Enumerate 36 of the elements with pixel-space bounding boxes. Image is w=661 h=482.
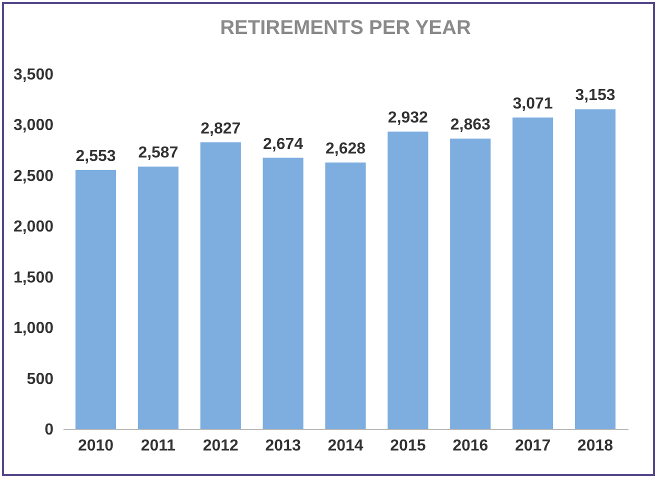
x-tick-label: 2011: [140, 438, 176, 454]
bar: [200, 142, 241, 429]
x-tick-label: 2017: [514, 438, 551, 454]
y-tick-label: 3,000: [13, 117, 54, 134]
y-tick-label: 0: [44, 422, 54, 438]
x-tick-label: 2018: [577, 438, 614, 454]
y-tick-label: 1,000: [13, 320, 54, 338]
data-label: 3,153: [575, 87, 616, 104]
data-label: 2,553: [76, 148, 116, 166]
data-label: 2,827: [200, 120, 241, 138]
data-label: 2,932: [388, 110, 428, 127]
y-tick-label: 3,500: [13, 66, 54, 84]
data-label: 2,674: [263, 136, 304, 153]
x-tick-label: 2015: [390, 438, 426, 454]
bar: [388, 132, 428, 429]
x-tick-label: 2014: [328, 438, 364, 454]
bar: [325, 162, 366, 429]
data-label: 2,587: [138, 144, 178, 162]
chart-title: RETIREMENTS PER YEAR: [220, 17, 472, 39]
x-tick-label: 2010: [78, 438, 114, 454]
data-label: 2,863: [450, 116, 490, 134]
y-tick-label: 1,500: [13, 269, 54, 286]
data-label: 3,071: [512, 96, 553, 113]
x-tick-label: 2012: [202, 438, 239, 454]
bar: [574, 109, 616, 429]
x-tick-label: 2013: [265, 438, 301, 454]
y-tick-label: 2,000: [13, 218, 54, 236]
bar: [75, 170, 116, 429]
bar: [262, 158, 304, 429]
bar: [450, 138, 491, 429]
bar: [512, 118, 554, 429]
bar: [138, 166, 178, 429]
y-tick-label: 2,500: [13, 168, 54, 185]
data-label: 2,628: [325, 140, 366, 158]
x-tick-label: 2016: [452, 438, 488, 454]
y-tick-label: 500: [26, 370, 54, 388]
